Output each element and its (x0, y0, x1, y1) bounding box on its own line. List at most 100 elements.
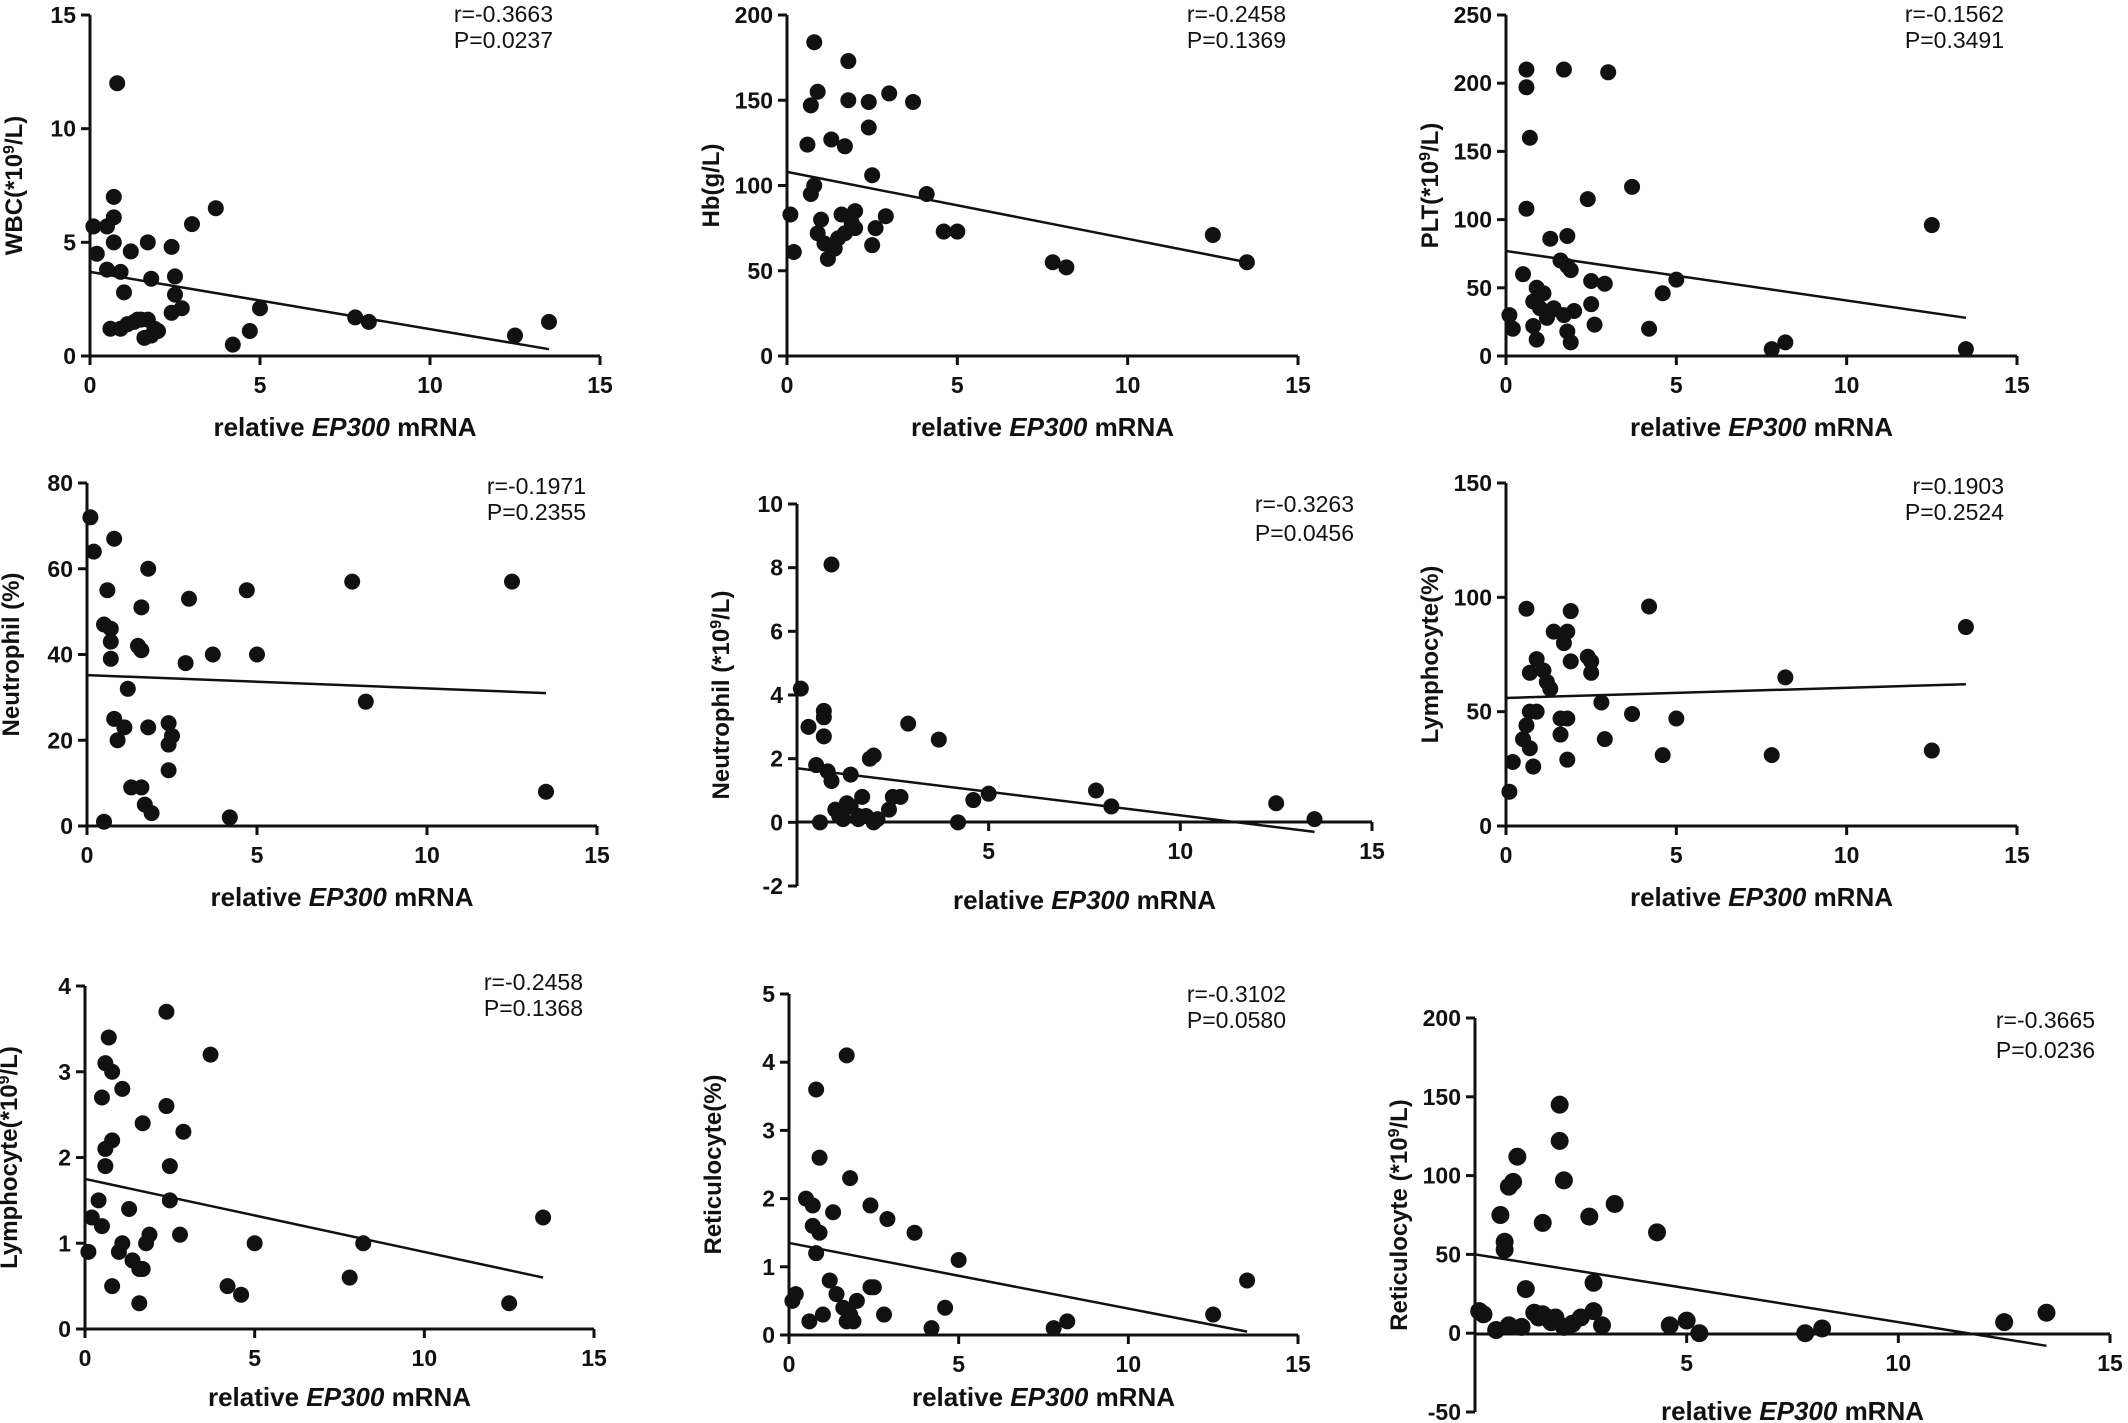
data-point (1504, 320, 1521, 337)
data-point (1501, 307, 1518, 324)
y-tick-label: 50 (1466, 699, 1492, 725)
y-tick-label: 10 (50, 116, 76, 142)
x-tick-label: 10 (412, 1345, 438, 1371)
x-axis-label: relative EP300 mRNA (912, 1382, 1175, 1412)
x-tick-label: 10 (417, 372, 443, 398)
data-point (1491, 1206, 1510, 1224)
data-point (541, 313, 557, 330)
data-point (1521, 129, 1538, 146)
data-point (881, 85, 898, 102)
x-tick-label: 15 (1359, 838, 1385, 864)
data-point (99, 261, 115, 278)
data-point (782, 206, 799, 223)
scatter-panel-9: -50 0 50 100 150 200 5 10 15 relative EP300 mRNA R… (1386, 1005, 2123, 1423)
x-tick-label: 15 (1285, 372, 1311, 398)
data-point (1501, 783, 1518, 800)
y-axis-label: Neutrophil (%) (0, 573, 25, 737)
x-tick-label: 5 (251, 842, 264, 868)
data-point (1596, 275, 1613, 292)
x-tick-label: 15 (2004, 842, 2030, 868)
data-point (842, 1170, 859, 1187)
x-axis-label: relative EP300 mRNA (1661, 1396, 1924, 1423)
data-point (202, 1046, 219, 1063)
data-point (1593, 694, 1610, 711)
data-point (1654, 747, 1671, 764)
data-point (806, 177, 823, 194)
y-tick-label: 4 (770, 682, 783, 708)
data-point (238, 582, 255, 599)
x-tick-label: 5 (1670, 372, 1683, 398)
x-tick-label: 10 (1115, 372, 1141, 398)
data-point (1641, 598, 1658, 615)
regression-line (1474, 1253, 2047, 1348)
correlation-r: r=-0.3263 (1255, 491, 1354, 517)
x-axis-label: relative EP300 mRNA (911, 412, 1174, 442)
data-point (246, 1235, 263, 1252)
x-tick-label: 5 (951, 372, 964, 398)
data-point (167, 286, 183, 303)
data-point (1525, 758, 1542, 775)
x-tick-label: 5 (982, 838, 995, 864)
data-point (140, 719, 157, 736)
x-axis-label: relative EP300 mRNA (953, 885, 1216, 915)
correlation-r: r=-0.3102 (1187, 981, 1286, 1007)
data-point (785, 243, 802, 260)
data-point (141, 1226, 158, 1243)
scatter-panel-7: 0 1 2 3 4 0 5 10 15 relative EP300 mRNA Lymphocyte… (0, 969, 607, 1412)
data-point (344, 573, 361, 590)
y-tick-label: 1 (58, 1230, 71, 1256)
data-point (808, 1081, 825, 1098)
data-point (787, 1286, 804, 1303)
y-tick-label: 0 (770, 809, 783, 835)
data-point (1583, 296, 1600, 313)
data-point (877, 208, 894, 225)
data-point (233, 1286, 250, 1303)
data-point (207, 200, 224, 217)
x-axis-label: relative EP300 mRNA (213, 412, 476, 442)
y-tick-label: 10 (757, 491, 783, 517)
data-point (1777, 334, 1794, 351)
data-point (1596, 731, 1613, 748)
data-point (1045, 1320, 1062, 1337)
data-point (134, 1115, 151, 1132)
data-point (219, 1278, 236, 1295)
data-point (1088, 782, 1104, 799)
data-point (825, 1204, 842, 1221)
y-tick-label: 150 (1454, 470, 1492, 496)
data-point (160, 715, 177, 732)
data-point (133, 599, 150, 616)
data-point (1555, 61, 1572, 78)
data-point (504, 573, 520, 590)
y-axis-label: Lymphocyte(*109/L) (0, 1046, 23, 1269)
data-point (980, 785, 997, 802)
data-point (848, 1292, 865, 1309)
data-point (109, 75, 126, 92)
y-tick-label: 100 (1454, 584, 1492, 610)
data-point (93, 1218, 110, 1235)
x-tick-label: 0 (79, 1345, 92, 1371)
data-point (799, 136, 816, 153)
data-point (1763, 747, 1780, 764)
data-point (104, 1132, 121, 1149)
x-tick-label: 10 (1834, 842, 1860, 868)
data-point (864, 167, 881, 184)
data-point (1058, 259, 1075, 276)
data-point (1552, 726, 1569, 743)
x-axis-label: relative EP300 mRNA (208, 1382, 471, 1412)
y-tick-label: 50 (747, 258, 773, 284)
data-point (1995, 1313, 2014, 1332)
y-tick-label: 6 (770, 618, 783, 644)
data-point (121, 1200, 138, 1217)
data-point (930, 731, 947, 748)
data-point (1533, 1213, 1552, 1232)
data-point (905, 93, 922, 110)
data-point (1641, 320, 1658, 337)
correlation-r: r=0.1903 (1913, 473, 2004, 499)
data-point (1103, 798, 1120, 815)
data-point (813, 211, 830, 228)
data-point (1605, 1194, 1624, 1213)
data-point (1562, 603, 1579, 620)
data-point (1518, 79, 1535, 96)
x-tick-label: 10 (414, 842, 440, 868)
data-point (1660, 1316, 1679, 1335)
